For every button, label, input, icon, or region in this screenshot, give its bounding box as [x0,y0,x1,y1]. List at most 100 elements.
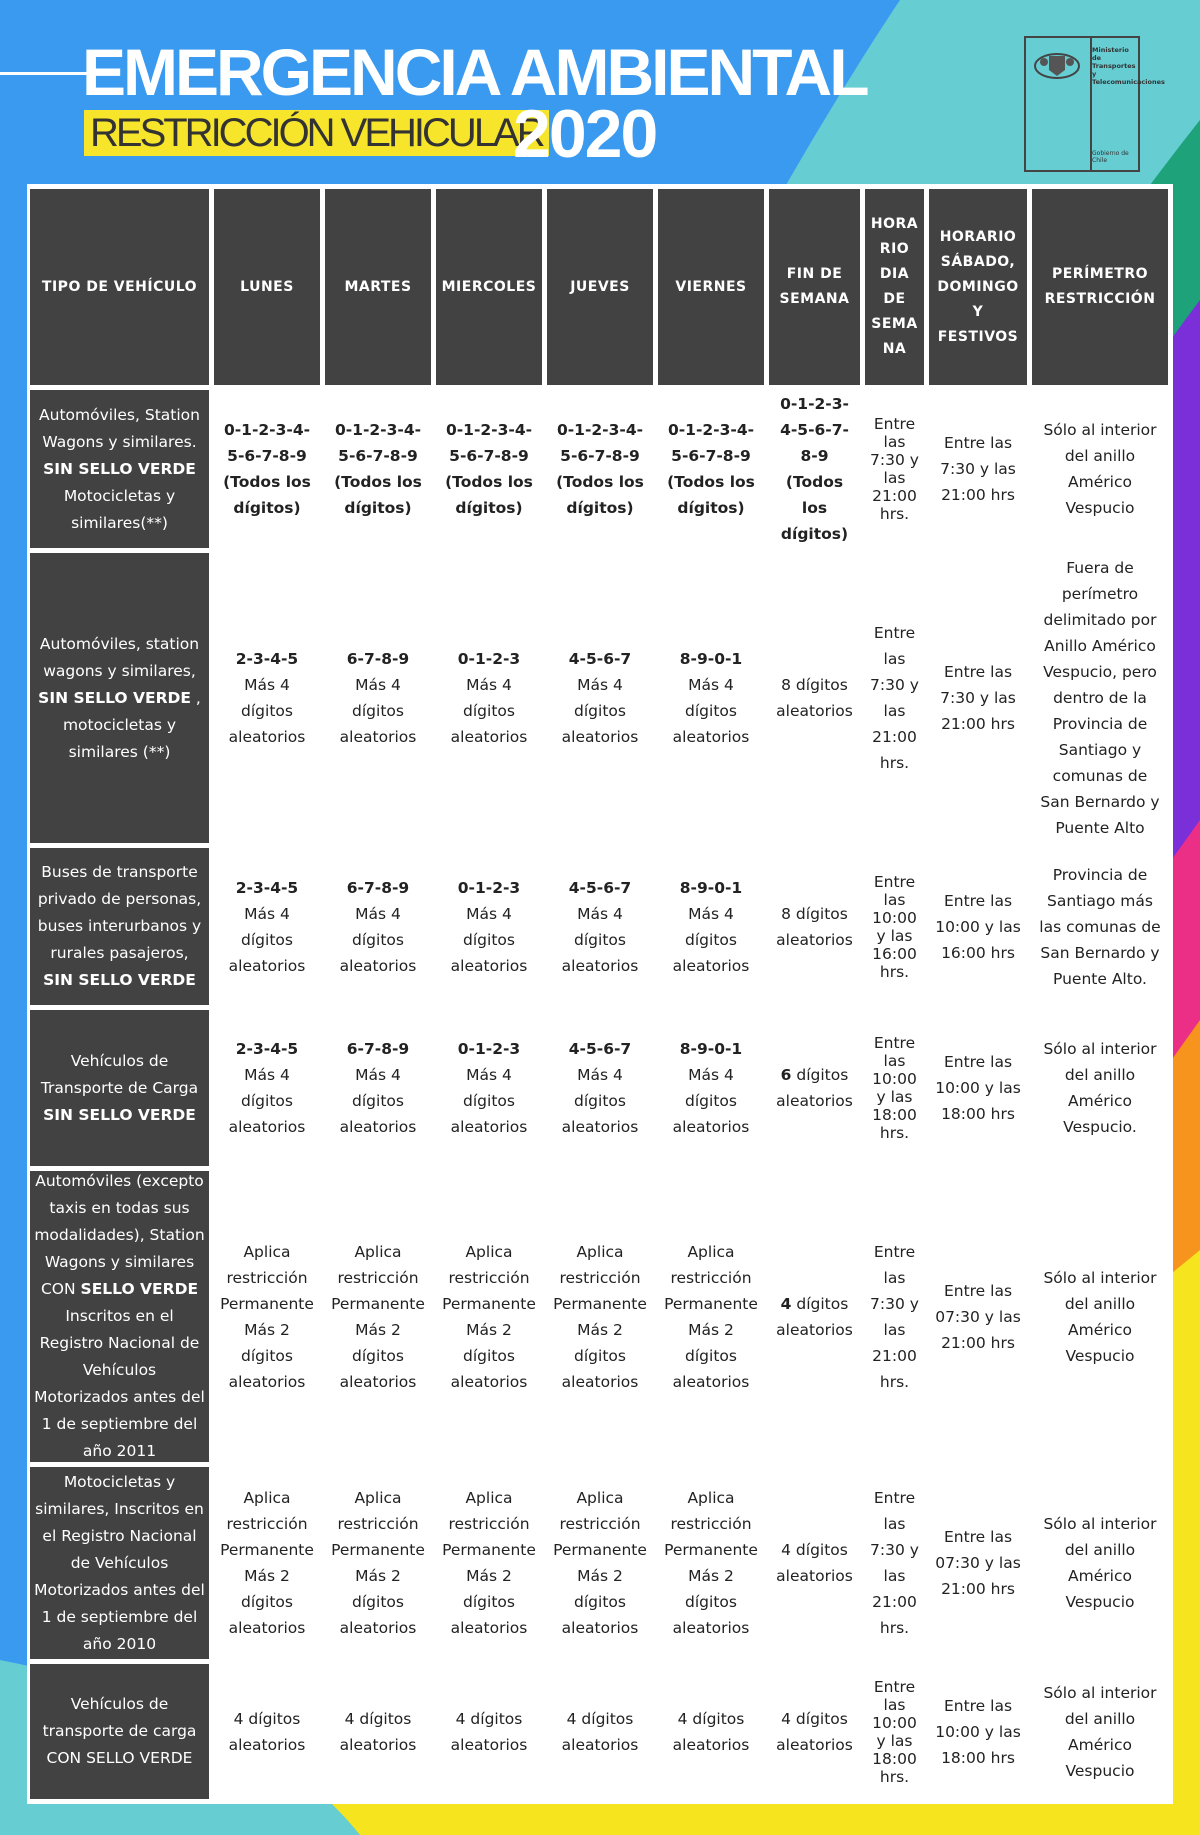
restricted-digits: 4-5-6-7 [568,878,632,897]
day-restriction-cell: Aplica restricción Permanente Más 2 dígi… [547,1171,653,1462]
restriction-note: Más 4 dígitos aleatorios [450,1066,528,1136]
vehicle-text: Vehículos de Transporte de Carga [40,1051,199,1097]
vehicle-type-cell: Vehículos de Transporte de Carga SIN SEL… [30,1010,209,1166]
weekday-hours-cell: Entre las 7:30 y las 21:00 hrs. [865,553,924,843]
weekday-hours: Entre las 10:00 y las 18:00 hrs. [872,1677,917,1786]
header-cell: TIPO DE VEHÍCULO [30,189,209,385]
restricted-digits: 0-1-2-3-4-5-6-7-8-9 (Todos los dígitos) [445,421,533,517]
weekday-hours: Entre las 10:00 y las 18:00 hrs. [872,1034,917,1142]
header-label: JUEVES [570,278,630,295]
day-restriction-cell: 0-1-2-3-4-5-6-7-8-9 (Todos los dígitos) [547,390,653,548]
header-cell: LUNES [214,189,320,385]
header-cell: HORARIO SÁBADO, DOMINGO Y FESTIVOS [929,189,1027,385]
day-restriction-cell: 0-1-2-3-4-5-6-7-8-9 (Todos los dígitos) [214,390,320,548]
weekend-hours-cell: Entre las 7:30 y las 21:00 hrs [929,553,1027,843]
weekend-restriction-cell: 0-1-2-3-4-5-6-7-8-9 (Todos los dígitos) [769,390,860,548]
day-restriction-cell: 4-5-6-7 Más 4 dígitos aleatorios [547,1010,653,1166]
restriction-note: Más 4 dígitos aleatorios [672,676,750,746]
perimeter-text: Sólo al interior del anillo Américo Vesp… [1043,421,1157,517]
year-label: 2020 [513,96,658,172]
restricted-digits: 0-1-2-3 [457,650,521,668]
vehicle-seal: SELLO VERDE [80,1280,199,1298]
day-restriction-cell: 4 dígitos aleatorios [658,1664,764,1799]
vehicle-type-cell: Automóviles, station wagons y similares,… [30,553,209,843]
weekend-hours: Entre las 07:30 y las 21:00 hrs [935,1528,1021,1598]
day-restriction-cell: Aplica restricción Permanente Más 2 dígi… [658,1171,764,1462]
weekend-hours-cell: Entre las 07:30 y las 21:00 hrs [929,1467,1027,1659]
vehicle-seal: SIN SELLO VERDE [43,1105,196,1124]
day-restriction-cell: 4 dígitos aleatorios [436,1664,542,1799]
perimeter-cell: Sólo al interior del anillo Américo Vesp… [1032,1467,1168,1659]
day-restriction-cell: 0-1-2-3 Más 4 dígitos aleatorios [436,1010,542,1166]
header-label: TIPO DE VEHÍCULO [41,278,198,295]
restricted-digits: 0-1-2-3-4-5-6-7-8-9 (Todos los dígitos) [667,421,755,517]
restricted-digits: 6-7-8-9 [346,878,410,897]
restriction-note: Más 4 dígitos aleatorios [228,676,306,746]
day-restriction-cell: Aplica restricción Permanente Más 2 dígi… [214,1171,320,1462]
day-restriction-cell: 6-7-8-9 Más 4 dígitos aleatorios [325,848,431,1005]
day-restriction-cell: Aplica restricción Permanente Más 2 dígi… [325,1467,431,1659]
restricted-digits: 8-9-0-1 [679,878,743,897]
weekday-hours: Entre las 10:00 y las 16:00 hrs. [872,872,917,981]
restricted-digits: 8-9-0-1 [679,1040,743,1058]
weekend-hours-cell: Entre las 10:00 y las 16:00 hrs [929,848,1027,1005]
perimeter-text: Sólo al interior del anillo Américo Vesp… [1043,1268,1157,1365]
restriction-note: Aplica restricción Permanente Más 2 dígi… [442,1242,536,1391]
day-restriction-cell: Aplica restricción Permanente Más 2 dígi… [325,1171,431,1462]
government-logo: Ministerio de Transportes y Telecomunica… [1024,36,1165,172]
day-restriction-cell: 0-1-2-3 Más 4 dígitos aleatorios [436,553,542,843]
title-accent-line [0,72,90,75]
weekday-hours-cell: Entre las 10:00 y las 18:00 hrs. [865,1664,924,1799]
vehicle-type-cell: Automóviles (excepto taxis en todas sus … [30,1171,209,1462]
day-restriction-cell: 0-1-2-3 Más 4 dígitos aleatorios [436,848,542,1005]
day-restriction-cell: 6-7-8-9 Más 4 dígitos aleatorios [325,1010,431,1166]
perimeter-text: Sólo al interior del anillo Américo Vesp… [1043,1683,1157,1780]
vehicle-text-extra: Inscritos en el Registro Nacional de Veh… [34,1307,205,1460]
weekday-hours: Entre las 7:30 y las 21:00 hrs. [870,1489,919,1637]
vehicle-text: Motocicletas y similares, Inscritos en e… [34,1472,205,1653]
header-cell: VIERNES [658,189,764,385]
restriction-note: Más 4 dígitos aleatorios [561,1066,639,1136]
weekend-hours: Entre las 10:00 y las 18:00 hrs [935,1696,1021,1767]
weekend-digits: 6 [780,1066,792,1084]
day-restriction-cell: 0-1-2-3-4-5-6-7-8-9 (Todos los dígitos) [436,390,542,548]
vehicle-text-extra: Motocicletas y similares(**) [63,486,176,532]
restricted-digits: 2-3-4-5 [235,650,299,668]
weekend-restriction-cell: 8 dígitos aleatorios [769,553,860,843]
vehicle-text: Automóviles (excepto taxis en todas sus … [34,1172,205,1298]
weekend-hours-cell: Entre las 7:30 y las 21:00 hrs [929,390,1027,548]
coat-of-arms-icon [1034,53,1080,79]
weekday-hours: Entre las 7:30 y las 21:00 hrs. [870,1242,919,1391]
weekend-hours-cell: Entre las 10:00 y las 18:00 hrs [929,1010,1027,1166]
vehicle-text: Automóviles, station wagons y similares, [39,634,200,680]
day-restriction-cell: 0-1-2-3-4-5-6-7-8-9 (Todos los dígitos) [658,390,764,548]
restriction-note: Aplica restricción Permanente Más 2 dígi… [664,1242,758,1391]
weekend-digits: 0-1-2-3-4-5-6-7-8-9 (Todos los dígitos) [780,395,849,543]
weekend-note: 8 dígitos aleatorios [776,904,853,949]
restricted-digits: 2-3-4-5 [235,1040,299,1058]
vehicle-text: Automóviles, Station Wagons y similares. [39,405,200,451]
weekend-restriction-cell: 4 dígitos aleatorios [769,1171,860,1462]
day-restriction-cell: Aplica restricción Permanente Más 2 dígi… [547,1467,653,1659]
vehicle-seal: SIN SELLO VERDE [43,971,196,989]
restricted-digits: 0-1-2-3-4-5-6-7-8-9 (Todos los dígitos) [334,421,422,517]
page-subtitle: RESTRICCIÓN VEHICULAR [84,110,549,156]
day-restriction-cell: 0-1-2-3-4-5-6-7-8-9 (Todos los dígitos) [325,390,431,548]
day-restriction-cell: 8-9-0-1 Más 4 dígitos aleatorios [658,1010,764,1166]
restriction-note: Más 4 dígitos aleatorios [228,1066,306,1136]
restriction-note: Más 4 dígitos aleatorios [339,1066,417,1136]
restriction-table: TIPO DE VEHÍCULO LUNES MARTES MIERCOLES JUEV… [27,184,1173,1804]
day-restriction-cell: 4 dígitos aleatorios [214,1664,320,1799]
weekend-restriction-cell: 4 dígitos aleatorios [769,1467,860,1659]
restriction-note: Más 4 dígitos aleatorios [672,1066,750,1136]
perimeter-text: Provincia de Santiago más las comunas de… [1039,865,1161,988]
weekday-hours-cell: Entre las 7:30 y las 21:00 hrs. [865,1171,924,1462]
vehicle-type-cell: Automóviles, Station Wagons y similares.… [30,390,209,548]
vehicle-seal: SIN SELLO VERDE [43,459,196,478]
weekend-note: 4 dígitos aleatorios [776,1541,853,1585]
restricted-digits: 4-5-6-7 [568,650,632,668]
weekday-hours-cell: Entre las 10:00 y las 18:00 hrs. [865,1010,924,1166]
header-cell: MIERCOLES [436,189,542,385]
restriction-note: Más 4 dígitos aleatorios [228,904,306,975]
perimeter-cell: Sólo al interior del anillo Américo Vesp… [1032,1171,1168,1462]
